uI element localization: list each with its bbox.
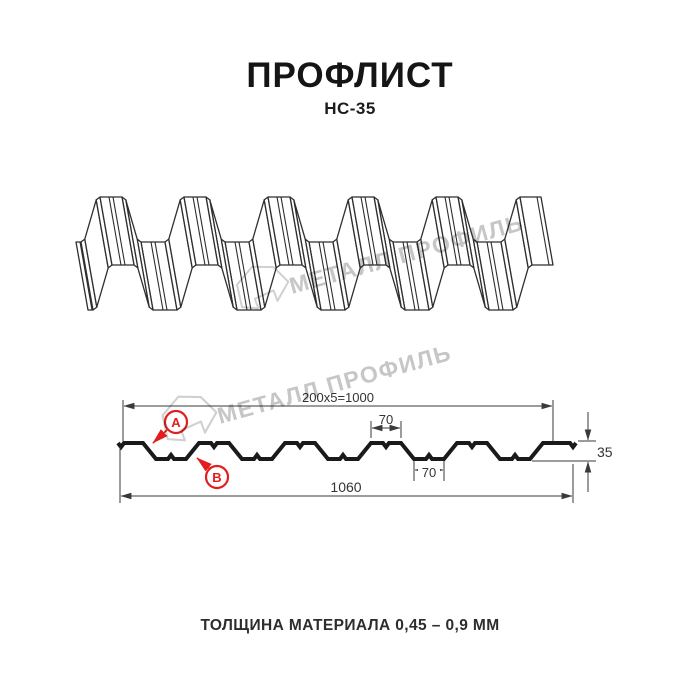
callout-b-label: В bbox=[212, 470, 221, 485]
dim-height-label: 35 bbox=[597, 444, 613, 460]
watermark-text: МЕТАЛЛ ПРОФИЛЬ bbox=[214, 339, 454, 429]
callout-a-label: А bbox=[171, 415, 181, 430]
material-thickness-note: ТОЛЩИНА МАТЕРИАЛА 0,45 – 0,9 ММ bbox=[200, 617, 500, 634]
metall-profil-logo-icon bbox=[161, 395, 218, 442]
watermark-lower: МЕТАЛЛ ПРОФИЛЬ bbox=[161, 339, 454, 442]
cross-section-profile-line bbox=[116, 441, 578, 461]
profile-model-subtitle: НС-35 bbox=[324, 99, 376, 118]
dim-bottom-flat-label: 70 bbox=[422, 465, 436, 480]
dim-pitch-label: 200x5=1000 bbox=[302, 390, 374, 405]
dim-top-flat-label: 70 bbox=[379, 412, 393, 427]
profile-cross-section: 200x5=1000 1060 70 70 35 А В bbox=[116, 390, 613, 503]
callout-b: В bbox=[196, 457, 230, 490]
page-title: ПРОФЛИСТ bbox=[246, 56, 454, 95]
dim-total-width-label: 1060 bbox=[330, 479, 361, 495]
dim-label-backing bbox=[418, 463, 440, 478]
profile-3d-drawing bbox=[75, 196, 554, 311]
metall-profil-logo-icon bbox=[236, 265, 290, 310]
callout-a: А bbox=[152, 409, 189, 444]
